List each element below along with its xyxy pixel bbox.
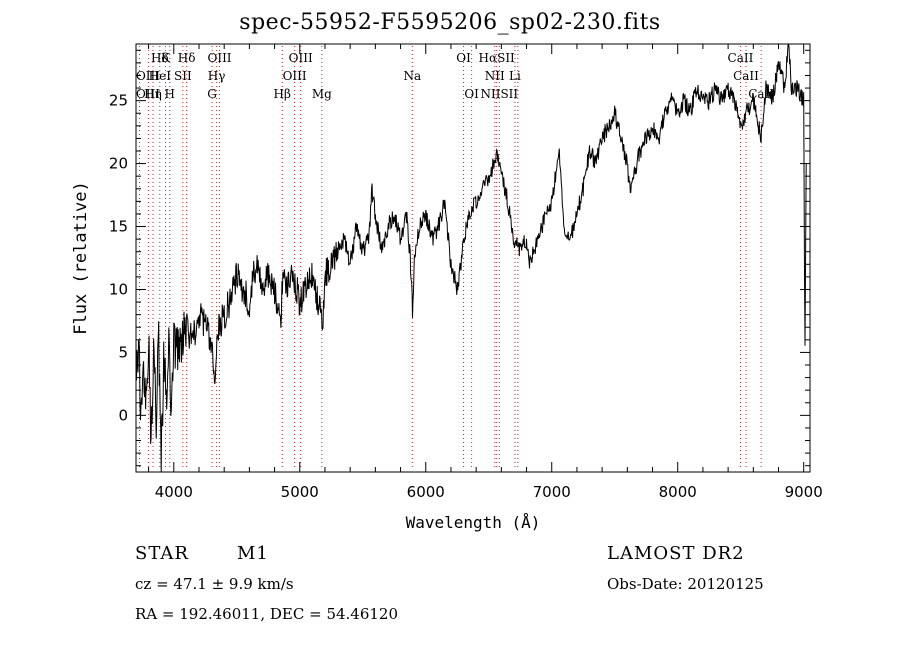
spectral-line-label: Hδ (178, 51, 196, 65)
y-tick-label: 25 (109, 92, 128, 110)
x-tick-label: 7000 (533, 483, 571, 501)
x-tick-label: 4000 (155, 483, 193, 501)
spectral-line-label: OIII (283, 69, 307, 83)
x-tick-label: 8000 (659, 483, 697, 501)
spectral-line-label: Hβ (274, 87, 291, 101)
spectral-line-label: G (207, 87, 217, 101)
y-tick-label: 20 (109, 155, 128, 173)
spectral-line-label: OIII (289, 51, 313, 65)
spectral-line-label: Hη (144, 87, 162, 101)
spectral-line-label: Hδ (151, 51, 169, 65)
spectral-line-label: OIII (207, 51, 231, 65)
y-tick-label: 10 (109, 280, 128, 298)
x-tick-label: 5000 (281, 483, 319, 501)
spectral-line-label: HαSII (479, 51, 516, 65)
spectral-line-label: SII (174, 69, 192, 83)
axes: 4000 5000 6000 7000 8000 9000 0 5 10 15 20 25 (109, 44, 823, 501)
spectral-line-label: NIISII (480, 87, 518, 101)
object-class: STAR (135, 543, 189, 564)
spectral-line-label: CaII (733, 69, 759, 83)
chart-title: spec-55952-F5595206_sp02-230.fits (239, 10, 661, 35)
observation-date: Obs-Date: 20120125 (607, 575, 764, 593)
coordinates-readout: RA = 192.46011, DEC = 54.46120 (135, 605, 399, 623)
spectral-line-label: H (165, 87, 175, 101)
spectral-line-label: HeI (149, 69, 172, 83)
spectral-line-label: Li (509, 69, 521, 83)
y-tick-label: 0 (118, 406, 128, 424)
line-markers (139, 46, 762, 470)
spectral-line-label: OI (464, 87, 479, 101)
object-subclass: M1 (237, 543, 269, 564)
spectral-line-label: CaII (728, 51, 754, 65)
spectrum-line (135, 43, 807, 473)
y-axis-label: Flux (relative) (71, 181, 91, 335)
spectral-line-label: K (161, 51, 171, 65)
x-axis-label: Wavelength (Å) (406, 513, 541, 532)
spectral-line-label: OI (456, 51, 471, 65)
y-tick-label: 15 (109, 218, 128, 236)
spectral-line-label: NII (485, 69, 505, 83)
spectral-line-label: Hγ (208, 69, 226, 83)
spectral-line-label: OIII (136, 69, 160, 83)
spectral-line-label: Na (403, 69, 421, 83)
survey-name: LAMOST DR2 (607, 543, 745, 564)
spectral-line-label: OIII (136, 87, 160, 101)
x-tick-label: 9000 (785, 483, 823, 501)
x-tick-label: 6000 (407, 483, 445, 501)
plot-frame (135, 43, 811, 473)
spectral-line-label: Mg (312, 87, 332, 101)
y-tick-label: 5 (118, 343, 128, 361)
redshift-readout: cz = 47.1 ± 9.9 km/s (135, 575, 294, 593)
